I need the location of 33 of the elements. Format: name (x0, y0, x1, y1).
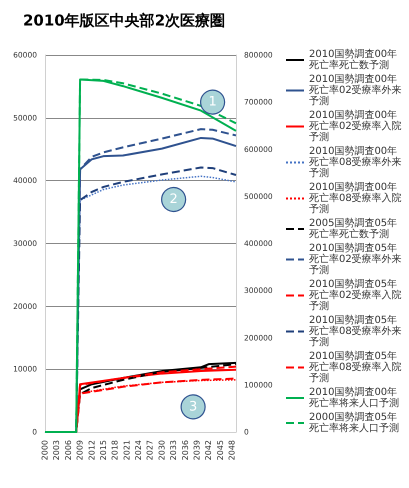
legend-label: 2010国勢調査00年死亡率08受療率入院予測 (309, 181, 402, 215)
legend-label: 2010国勢調査00年死亡率02受療率入院予測 (309, 109, 402, 143)
legend-label: 2010国勢調査00年死亡率将来人口予測 (309, 386, 399, 409)
legend-label: 2010国勢調査00年死亡率08受療率外来予測 (309, 145, 402, 179)
x-tick-label: 2039 (192, 440, 202, 460)
legend-label: 2005国勢調査05年死亡率死亡数予測 (309, 217, 398, 240)
x-tick-label: 2027 (146, 440, 155, 460)
legend-label: 2010国勢調査05年死亡率02受療率入院予測 (309, 278, 402, 312)
legend-label: 2010国勢調査05年死亡率08受療率入院予測 (309, 350, 402, 384)
legend-label: 2010国勢調査00年死亡率02受療率外来予測 (309, 73, 402, 107)
annotation: 3 (188, 399, 198, 414)
x-tick-label: 2015 (98, 440, 108, 460)
x-tick-label: 2030 (157, 440, 166, 460)
x-tick-label: 2048 (228, 440, 237, 460)
x-tick-label: 2009 (76, 440, 85, 460)
chart-title: 2010年版区中央部2次医療圏 (23, 12, 226, 30)
x-tick-label: 2036 (180, 440, 190, 460)
legend-label: 2000国勢調査05年死亡率将来人口予測 (309, 411, 399, 434)
x-tick-label: 2018 (110, 440, 120, 460)
x-tick-label: 2006 (64, 440, 73, 460)
x-tick-label: 2003 (52, 440, 62, 460)
x-tick-label: 2021 (122, 440, 132, 460)
x-tick-label: 2045 (216, 440, 225, 460)
x-tick-label: 2042 (204, 440, 214, 460)
legend-label: 2010国勢調査05年死亡率08受療率外来予測 (309, 314, 402, 348)
annotation: 1 (208, 94, 217, 110)
x-tick-label: 2024 (134, 440, 144, 460)
legend-label: 2010国勢調査05年死亡率02受療率外来予測 (309, 242, 402, 276)
annotation: 2 (169, 192, 178, 208)
legend-label: 2010国勢調査00年死亡率死亡数予測 (309, 48, 398, 71)
x-tick-label: 2033 (169, 440, 178, 460)
x-tick-label: 2012 (87, 440, 96, 460)
x-tick-label: 2000 (40, 440, 50, 460)
